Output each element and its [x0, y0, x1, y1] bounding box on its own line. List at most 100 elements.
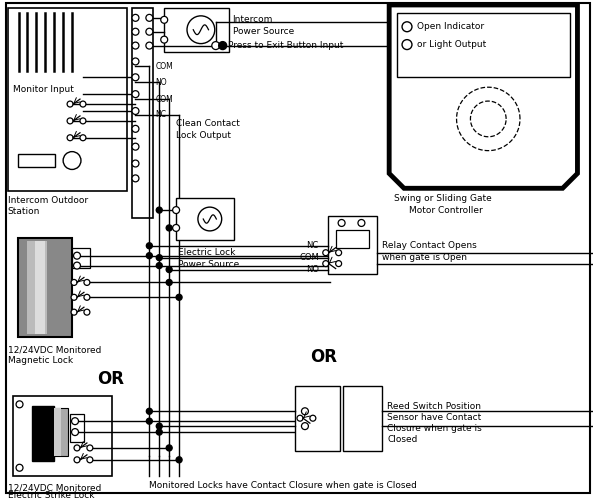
Text: Closure when gate is: Closure when gate is [387, 424, 482, 432]
Circle shape [132, 90, 139, 98]
Bar [176, 198, 234, 240]
Text: NC: NC [156, 110, 166, 120]
Bar [27, 241, 47, 334]
Circle shape [72, 418, 79, 424]
PathPatch shape [389, 5, 578, 188]
Bar [343, 386, 382, 451]
Circle shape [156, 254, 162, 260]
Circle shape [71, 309, 77, 315]
Text: Press to Exit Button Input: Press to Exit Button Input [228, 41, 343, 50]
Circle shape [166, 266, 172, 272]
Circle shape [161, 36, 167, 43]
Text: Clean Contact: Clean Contact [176, 120, 240, 128]
Circle shape [166, 445, 172, 451]
Bar [8, 8, 126, 192]
Circle shape [132, 108, 139, 114]
Bar [336, 230, 370, 248]
Text: 12/24VDC Monitored: 12/24VDC Monitored [8, 483, 101, 492]
Circle shape [73, 262, 80, 269]
Text: OR: OR [97, 370, 124, 388]
Circle shape [132, 58, 139, 65]
Text: Sensor have Contact: Sensor have Contact [387, 412, 482, 422]
Text: Magnetic Lock: Magnetic Lock [8, 356, 73, 365]
Circle shape [402, 22, 412, 32]
Text: Power Source: Power Source [178, 260, 240, 269]
Text: Swing or Sliding Gate: Swing or Sliding Gate [394, 194, 492, 202]
Circle shape [132, 28, 139, 35]
Text: Intercom: Intercom [232, 16, 273, 24]
Circle shape [358, 220, 365, 226]
Bar [13, 396, 111, 475]
Circle shape [161, 16, 167, 24]
Bar [164, 8, 229, 52]
Text: when gate is Open: when gate is Open [382, 253, 467, 262]
Text: COM: COM [156, 94, 173, 104]
Text: OR: OR [310, 348, 337, 366]
Circle shape [166, 225, 172, 231]
Circle shape [132, 126, 139, 132]
Text: Power Source: Power Source [232, 27, 294, 36]
Circle shape [302, 408, 308, 414]
Bar [132, 8, 153, 218]
Circle shape [156, 207, 162, 213]
Text: COM: COM [156, 62, 173, 71]
Circle shape [302, 422, 308, 430]
Text: Intercom Outdoor: Intercom Outdoor [8, 196, 88, 204]
Bar [54, 408, 61, 456]
Circle shape [336, 260, 342, 266]
Text: Electric Lock: Electric Lock [178, 248, 235, 257]
Bar [295, 386, 340, 451]
Circle shape [187, 16, 215, 44]
Circle shape [67, 118, 73, 124]
Circle shape [147, 418, 153, 424]
Circle shape [16, 464, 23, 471]
Circle shape [146, 42, 153, 49]
Circle shape [84, 280, 90, 285]
Circle shape [310, 415, 316, 421]
Circle shape [74, 445, 80, 451]
Circle shape [132, 74, 139, 81]
Text: Electric Strike Lock: Electric Strike Lock [8, 491, 94, 500]
Circle shape [338, 220, 345, 226]
Circle shape [72, 428, 79, 436]
Circle shape [146, 28, 153, 35]
Circle shape [71, 294, 77, 300]
Bar [72, 248, 90, 268]
Text: or Light Output: or Light Output [417, 40, 486, 49]
Circle shape [80, 101, 86, 107]
Circle shape [80, 135, 86, 140]
Text: NC: NC [306, 242, 318, 250]
Circle shape [84, 294, 90, 300]
Bar [17, 154, 55, 168]
Circle shape [156, 262, 162, 268]
Circle shape [219, 42, 226, 50]
Circle shape [147, 243, 153, 248]
Circle shape [147, 252, 153, 258]
Circle shape [402, 40, 412, 50]
Circle shape [156, 423, 162, 429]
Circle shape [166, 280, 172, 285]
Circle shape [67, 101, 73, 107]
Text: Motor Controller: Motor Controller [409, 206, 483, 214]
Text: Station: Station [8, 206, 40, 216]
Circle shape [74, 457, 80, 463]
Circle shape [156, 429, 162, 435]
Circle shape [87, 457, 93, 463]
Circle shape [297, 415, 303, 421]
Circle shape [212, 42, 220, 50]
Circle shape [132, 160, 139, 167]
Text: Monitor Input: Monitor Input [13, 84, 73, 94]
Text: Relay Contact Opens: Relay Contact Opens [382, 242, 477, 250]
Circle shape [176, 457, 182, 463]
Text: Lock Output: Lock Output [176, 132, 231, 140]
Circle shape [323, 250, 329, 256]
Circle shape [87, 445, 93, 451]
Circle shape [16, 401, 23, 408]
Circle shape [132, 143, 139, 150]
Bar [397, 13, 570, 78]
Circle shape [63, 152, 81, 170]
Circle shape [198, 207, 222, 231]
Bar [17, 238, 72, 337]
Circle shape [173, 206, 179, 214]
Text: COM: COM [300, 253, 319, 262]
